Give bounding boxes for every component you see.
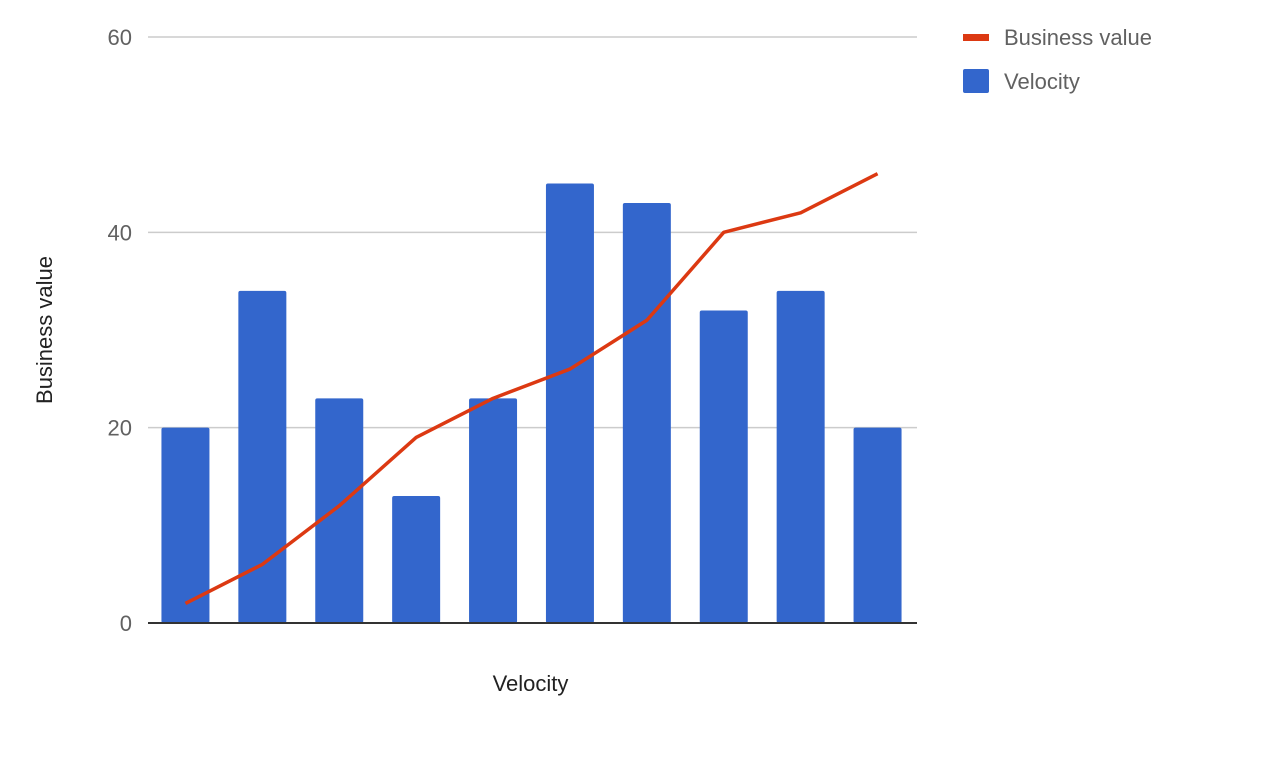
line-series-business-value: [184, 172, 879, 606]
legend-label-business-value: Business value: [1004, 25, 1152, 50]
bar-velocity-5: [469, 398, 518, 623]
y-axis-ticks: 0 20 40 60: [108, 25, 132, 636]
y-tick-label-0: 0: [120, 611, 132, 636]
bar-velocity-3: [315, 398, 364, 623]
y-tick-label-40: 40: [108, 220, 132, 245]
legend-swatch-velocity: [963, 69, 989, 93]
legend: Business value Velocity: [963, 25, 1152, 94]
bar-velocity-8: [699, 310, 748, 623]
legend-label-velocity: Velocity: [1004, 69, 1080, 94]
bar-velocity-7: [622, 203, 671, 624]
bar-velocity-1: [161, 427, 210, 623]
legend-swatch-business-value: [963, 34, 989, 41]
y-tick-label-20: 20: [108, 416, 132, 441]
line-business-value: [184, 172, 879, 606]
x-axis-title: Velocity: [493, 671, 569, 696]
bar-velocity-6: [545, 183, 594, 623]
bar-velocity-10: [853, 427, 902, 623]
bar-velocity-4: [392, 496, 441, 623]
y-axis-title: Business value: [32, 256, 57, 404]
y-tick-label-60: 60: [108, 25, 132, 50]
bar-velocity-9: [776, 290, 825, 623]
bar-velocity-2: [238, 290, 287, 623]
